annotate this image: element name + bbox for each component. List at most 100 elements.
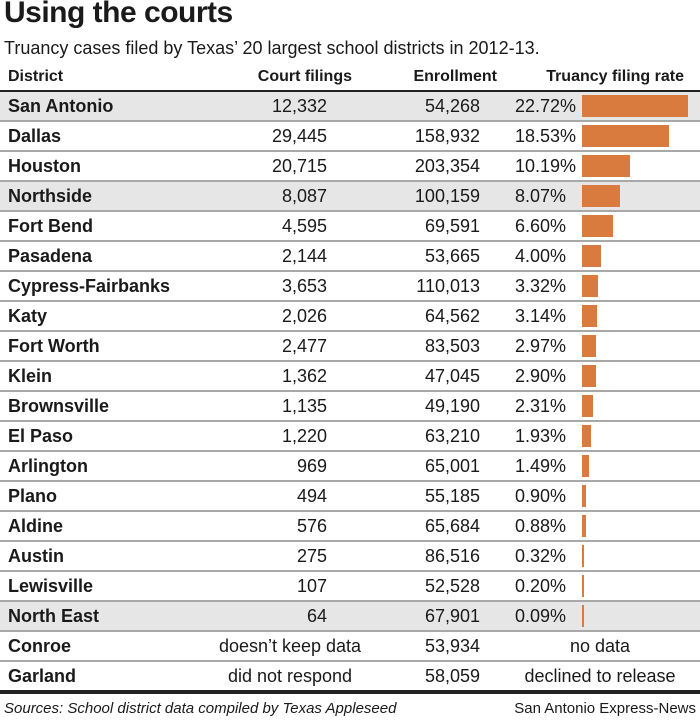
enrollment: 69,591 [424,216,480,236]
rate-bar [582,305,597,327]
court-filings: 64 [306,606,327,626]
rate-label: 1.93% [515,426,567,446]
enrollment: 47,045 [424,366,480,386]
court-filings: doesn’t keep data [218,636,362,656]
court-filings: 969 [296,456,327,476]
court-filings: 12,332 [271,96,327,116]
enrollment: 86,516 [424,546,480,566]
rate-label: 0.32% [515,546,567,566]
table-row: San Antonio 12,332 54,268 22.72% [0,92,700,122]
enrollment: 203,354 [414,156,480,176]
rate-label: 2.97% [515,336,567,356]
rate-label: no data [569,636,631,656]
court-filings: 494 [296,486,327,506]
court-filings: 3,653 [281,276,327,296]
district-name: Austin [8,546,64,566]
rate-bar [582,485,587,507]
table-row: Dallas 29,445 158,932 18.53% [0,122,700,152]
enrollment: 58,059 [424,666,480,686]
rate-label: 2.31% [515,396,567,416]
rate-label: declined to release [524,666,676,686]
rate-label: 3.32% [515,276,567,296]
district-name: North East [8,606,100,626]
rate-bar [582,515,587,537]
table-row: Austin 275 86,516 0.32% [0,542,700,572]
court-filings: 275 [296,546,327,566]
table-row: Brownsville 1,135 49,190 2.31% [0,392,700,422]
court-filings: 107 [296,576,327,596]
district-name: Cypress-Fairbanks [8,276,171,296]
district-name: San Antonio [8,96,114,116]
rate-label: 0.90% [515,486,567,506]
court-filings: did not respond [227,666,353,686]
rate-label: 4.00% [515,246,567,266]
rate-label: 0.20% [515,576,567,596]
district-name: Pasadena [8,246,93,266]
chart-subtitle: Truancy cases filed by Texas’ 20 largest… [4,38,540,58]
header-truancy-rate: Truancy filing rate [546,68,684,85]
rate-label: 1.49% [515,456,567,476]
header-district: District [8,68,64,85]
rate-label: 18.53% [515,126,577,146]
enrollment: 53,665 [424,246,480,266]
table-row: Lewisville 107 52,528 0.20% [0,572,700,602]
rate-label: 22.72% [515,96,577,116]
rate-label: 0.09% [515,606,567,626]
enrollment: 65,684 [424,516,480,536]
table-row: Arlington 969 65,001 1.49% [0,452,700,482]
enrollment: 49,190 [424,396,480,416]
enrollment: 110,013 [416,276,480,296]
table-row: Garland did not respond 58,059 declined to … [0,662,700,694]
rate-bar [582,155,630,177]
enrollment: 158,932 [414,126,480,146]
sources-note: Sources: School district data compiled b… [4,700,397,717]
enrollment: 100,159 [414,186,480,206]
table-row: Northside 8,087 100,159 8.07% [0,182,700,212]
court-filings: 4,595 [281,216,327,236]
table-row: El Paso 1,220 63,210 1.93% [0,422,700,452]
district-name: Garland [8,666,77,686]
enrollment: 52,528 [424,576,480,596]
enrollment: 53,934 [424,636,480,656]
district-name: Fort Bend [8,216,93,236]
district-name: Arlington [8,456,88,476]
rate-bar [582,605,584,627]
rate-bar [582,95,689,117]
rate-bar [582,455,589,477]
district-name: Katy [8,306,48,326]
rate-bar [582,275,598,297]
enrollment: 63,210 [424,426,480,446]
rate-bar [582,335,596,357]
rate-bar [582,395,593,417]
rate-bar [582,125,669,147]
rate-bar [582,185,620,207]
table-row: Cypress-Fairbanks 3,653 110,013 3.32% [0,272,700,302]
rate-label: 8.07% [515,186,567,206]
rate-bar [582,425,591,447]
enrollment: 55,185 [424,486,480,506]
rate-bar [582,575,584,597]
enrollment: 64,562 [424,306,480,326]
district-name: Klein [8,366,53,386]
header-court-filings: Court filings [257,68,352,85]
district-name: Northside [8,186,93,206]
court-filings: 2,477 [281,336,327,356]
table-row: Fort Bend 4,595 69,591 6.60% [0,212,700,242]
table-header: District Court filings Enrollment Truanc… [0,64,700,93]
rate-bar [582,215,613,237]
rate-label: 6.60% [515,216,567,236]
table-row: North East 64 67,901 0.09% [0,602,700,632]
court-filings: 20,715 [271,156,327,176]
rate-bar [582,245,601,267]
table-body: San Antonio 12,332 54,268 22.72% Dallas 29,44… [0,92,700,694]
enrollment: 67,901 [424,606,480,626]
enrollment: 54,268 [424,96,480,116]
court-filings: 1,135 [281,396,327,416]
table-row: Conroe doesn’t keep data 53,934 no data [0,632,700,662]
district-name: Lewisville [8,576,94,596]
table-row: Aldine 576 65,684 0.88% [0,512,700,542]
enrollment: 83,503 [424,336,480,356]
rate-label: 10.19% [515,156,577,176]
court-filings: 8,087 [281,186,327,206]
table-row: Pasadena 2,144 53,665 4.00% [0,242,700,272]
